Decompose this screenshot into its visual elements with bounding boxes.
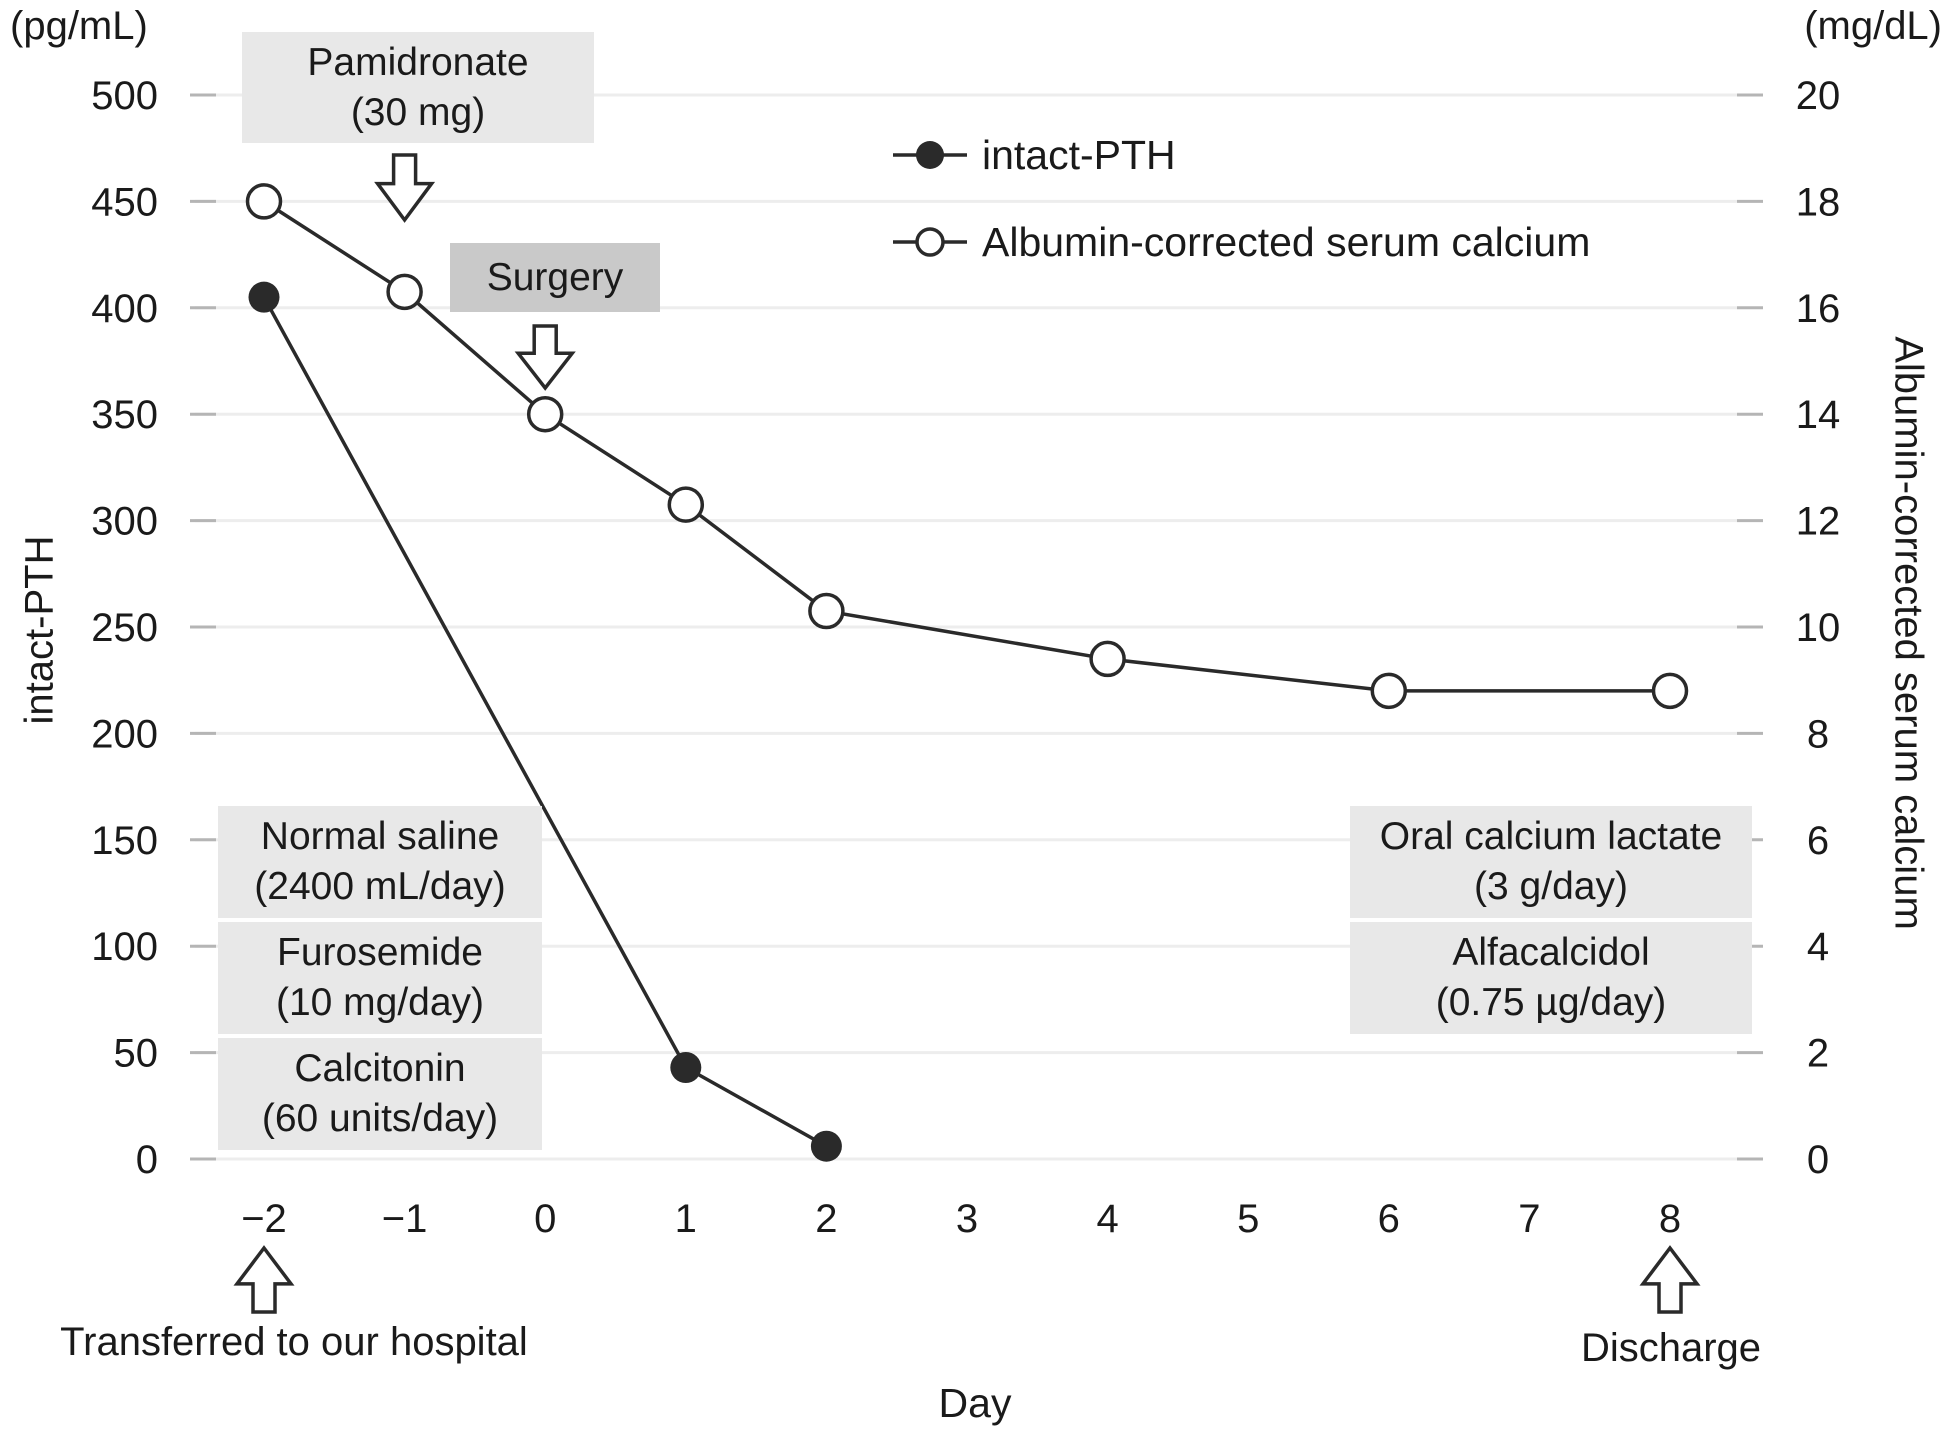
- alfacalcidol-box: Alfacalcidol (0.75 µg/day): [1350, 922, 1752, 1034]
- data-point-marker-open: [1651, 672, 1689, 710]
- pamidronate-box-line1: Pamidronate: [307, 40, 529, 84]
- discharge-label: Discharge: [1580, 1326, 1762, 1370]
- x-tick-label: −1: [382, 1197, 428, 1241]
- y-tick-label-right: 0: [1807, 1138, 1829, 1182]
- x-tick-label: 2: [815, 1197, 837, 1241]
- x-tick-label: 7: [1518, 1197, 1540, 1241]
- x-tick-label: 8: [1659, 1197, 1681, 1241]
- x-tick-label: 5: [1237, 1197, 1259, 1241]
- calcitonin-line1: Calcitonin: [294, 1047, 466, 1090]
- left-axis-unit: (pg/mL): [10, 4, 148, 48]
- legend-label: Albumin-corrected serum calcium: [982, 219, 1590, 265]
- transferred-arrow-icon: [233, 1245, 295, 1314]
- oral-calcium-lactate-line2: (3 g/day): [1474, 865, 1628, 908]
- data-point-marker-open: [667, 486, 705, 523]
- x-axis-tick-labels: −2 −1 0 1 2 3 4 5 6 7 8: [241, 1197, 1681, 1241]
- y-tick-label-left: 500: [91, 74, 158, 118]
- legend-marker-open-icon: [915, 227, 945, 257]
- right-axis-title: Albumin-corrected serum calcium: [1886, 336, 1931, 930]
- alfacalcidol-line1: Alfacalcidol: [1452, 931, 1650, 974]
- data-point-marker-open: [526, 395, 564, 433]
- pth-series: [248, 281, 842, 1162]
- y-tick-label-right: 12: [1796, 500, 1841, 544]
- alfacalcidol-line2: (0.75 µg/day): [1435, 981, 1667, 1024]
- y-tick-label-right: 16: [1796, 287, 1841, 331]
- y-tick-label-left: 300: [91, 500, 158, 544]
- furosemide-line1: Furosemide: [277, 931, 483, 974]
- pamidronate-box-line2: (30 mg): [350, 90, 486, 134]
- data-point-marker-filled: [248, 281, 280, 313]
- data-point-marker-open: [808, 592, 845, 630]
- data-point-marker-open: [1370, 672, 1408, 710]
- y-tick-label-left: 450: [91, 180, 158, 224]
- y-tick-label-left: 50: [114, 1032, 159, 1076]
- series-line: [263, 199, 1670, 693]
- legend-label: intact-PTH: [982, 132, 1176, 178]
- calcitonin-line2: (60 units/day): [261, 1097, 499, 1140]
- y-tick-label-left: 100: [91, 925, 158, 969]
- normal-saline-line1: Normal saline: [260, 815, 500, 858]
- y-tick-label-left: 200: [91, 712, 158, 756]
- legend-item: intact-PTH: [893, 132, 1176, 178]
- y-tick-label-left: 350: [91, 393, 158, 437]
- x-tick-label: 1: [675, 1197, 697, 1241]
- y-tick-label-right: 20: [1796, 74, 1841, 118]
- calcium-series: [245, 183, 1689, 710]
- x-tick-label: −2: [241, 1197, 287, 1241]
- furosemide-box: Furosemide (10 mg/day): [218, 922, 542, 1034]
- x-tick-label: 0: [534, 1197, 556, 1241]
- x-axis-label: Day: [938, 1380, 1012, 1426]
- y-tick-label-left: 250: [91, 606, 158, 650]
- normal-saline-box: Normal saline (2400 mL/day): [218, 806, 542, 918]
- discharge-arrow-icon: [1639, 1245, 1701, 1314]
- legend-marker-filled-icon: [916, 141, 944, 169]
- x-tick-label: 3: [956, 1197, 978, 1241]
- y-tick-label-right: 18: [1796, 180, 1841, 224]
- transferred-label: Transferred to our hospital: [60, 1320, 528, 1364]
- legend-item: Albumin-corrected serum calcium: [893, 219, 1590, 265]
- data-point-marker-open: [1089, 640, 1126, 678]
- y-tick-label-left: 150: [91, 819, 158, 863]
- surgery-box: Surgery: [450, 243, 660, 312]
- y-tick-label-right: 14: [1796, 393, 1841, 437]
- oral-calcium-lactate-box: Oral calcium lactate (3 g/day): [1350, 806, 1752, 918]
- right-axis-unit: (mg/dL): [1804, 4, 1942, 48]
- x-tick-label: 6: [1378, 1197, 1400, 1241]
- y-tick-label-right: 2: [1807, 1032, 1829, 1076]
- y-tick-label-right: 8: [1807, 712, 1829, 756]
- data-point-marker-open: [386, 273, 423, 311]
- calcitonin-box: Calcitonin (60 units/day): [218, 1038, 542, 1150]
- left-axis-title: intact-PTH: [17, 535, 62, 725]
- y-tick-label-right: 4: [1807, 925, 1829, 969]
- pamidronate-box: Pamidronate (30 mg): [242, 32, 594, 143]
- y-tick-label-right: 6: [1807, 819, 1829, 863]
- normal-saline-line2: (2400 mL/day): [254, 865, 506, 908]
- surgery-arrow-icon: [514, 324, 576, 391]
- data-point-marker-filled: [670, 1051, 702, 1083]
- surgery-box-label: Surgery: [486, 255, 624, 299]
- pamidronate-arrow-icon: [374, 153, 436, 223]
- data-point-marker-open: [245, 183, 283, 220]
- oral-calcium-lactate-line1: Oral calcium lactate: [1379, 815, 1723, 858]
- x-tick-label: 4: [1096, 1197, 1118, 1241]
- y-tick-label-left: 0: [136, 1138, 158, 1182]
- furosemide-line2: (10 mg/day): [275, 981, 485, 1024]
- y-tick-label-left: 400: [91, 287, 158, 331]
- data-point-marker-filled: [810, 1130, 842, 1162]
- y-tick-label-right: 10: [1796, 606, 1841, 650]
